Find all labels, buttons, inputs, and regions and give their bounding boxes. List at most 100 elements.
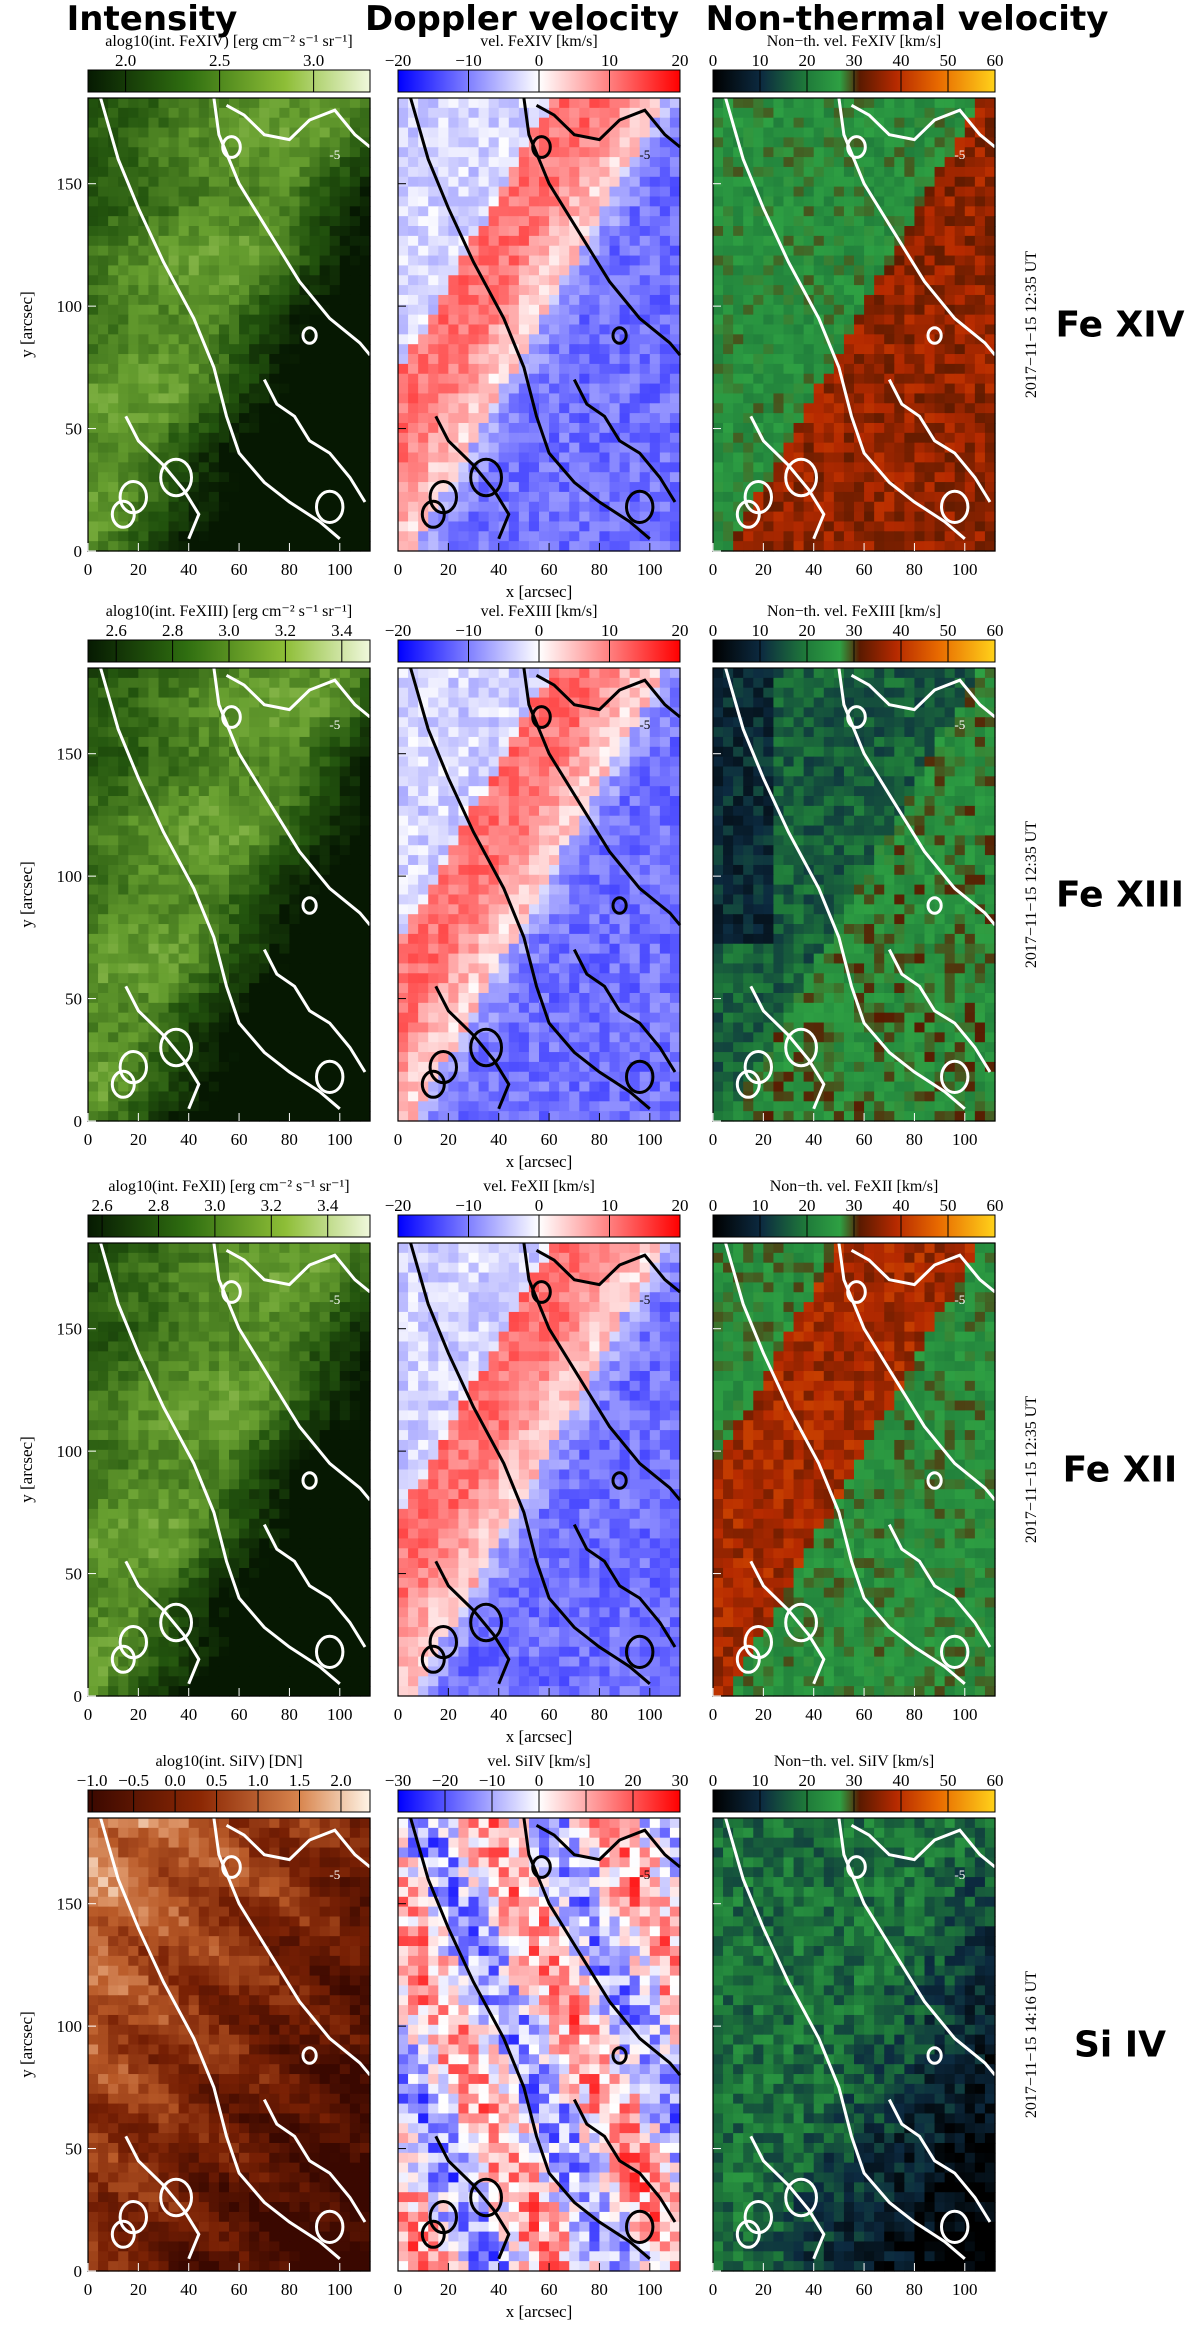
heatmap-cell: [208, 697, 220, 708]
heatmap-cell: [408, 147, 419, 158]
heatmap-cell: [269, 354, 280, 365]
heatmap-cell: [478, 413, 490, 424]
heatmap-cell: [458, 196, 470, 207]
heatmap-cell: [619, 285, 631, 296]
heatmap-cell: [894, 501, 905, 513]
heatmap-cell: [148, 501, 160, 513]
heatmap-cell: [833, 255, 845, 267]
heatmap-cell: [178, 206, 190, 217]
heatmap-cell: [178, 874, 190, 886]
heatmap-cell: [88, 452, 99, 463]
heatmap-cell: [349, 373, 361, 385]
heatmap-cell: [188, 147, 200, 158]
heatmap-cell: [239, 275, 250, 286]
heatmap-cell: [309, 825, 321, 837]
heatmap-cell: [579, 304, 590, 316]
heatmap-cell: [239, 736, 250, 748]
heatmap-cell: [559, 531, 570, 542]
heatmap-cell: [974, 511, 986, 523]
heatmap-cell: [763, 373, 775, 385]
heatmap-cell: [448, 472, 460, 483]
heatmap-cell: [518, 472, 530, 483]
heatmap-cell: [488, 265, 500, 276]
heatmap-cell: [619, 432, 631, 444]
heatmap-cell: [669, 363, 681, 375]
heatmap-cell: [549, 147, 560, 158]
heatmap-cell: [458, 422, 470, 434]
heatmap-cell: [803, 157, 815, 168]
heatmap-cell: [359, 226, 371, 237]
heatmap-cell: [218, 687, 230, 699]
heatmap-cell: [894, 294, 905, 306]
contour-loop: [611, 326, 628, 345]
heatmap-cell: [763, 383, 775, 395]
heatmap-cell: [329, 894, 341, 905]
heatmap-cell: [783, 176, 795, 188]
heatmap-cell: [579, 107, 590, 119]
heatmap-cell: [289, 344, 301, 355]
heatmap-cell: [158, 904, 170, 915]
heatmap-cell: [319, 304, 331, 316]
heatmap-cell: [208, 432, 220, 444]
heatmap-cell: [168, 314, 180, 326]
heatmap-cell: [299, 107, 311, 119]
heatmap-cell: [864, 196, 875, 207]
heatmap-cell: [773, 472, 785, 483]
heatmap-cell: [249, 845, 260, 856]
heatmap-cell: [984, 166, 996, 178]
heatmap-cell: [579, 442, 590, 454]
heatmap-cell: [208, 117, 220, 129]
heatmap-cell: [148, 147, 160, 158]
heatmap-cell: [428, 137, 439, 148]
heatmap-cell: [239, 835, 250, 846]
heatmap-cell: [329, 117, 341, 129]
heatmap-cell: [329, 255, 341, 267]
heatmap-cell: [944, 393, 956, 404]
heatmap-cell: [528, 383, 540, 395]
heatmap-cell: [733, 107, 744, 119]
heatmap-cell: [539, 176, 550, 188]
heatmap-cell: [178, 383, 190, 395]
heatmap-cell: [743, 186, 754, 198]
heatmap-cell: [88, 521, 99, 532]
heatmap-cell: [208, 373, 220, 385]
heatmap-cell: [168, 786, 180, 797]
heatmap-cell: [954, 413, 966, 424]
heatmap-cell: [218, 245, 230, 257]
heatmap-cell: [629, 511, 641, 523]
heatmap-cell: [319, 894, 331, 905]
heatmap-cell: [833, 344, 845, 355]
heatmap-cell: [229, 707, 240, 718]
heatmap-cell: [299, 403, 311, 414]
heatmap-cell: [168, 904, 180, 915]
heatmap-cell: [108, 442, 119, 454]
heatmap-cell: [259, 245, 270, 257]
heatmap-cell: [713, 373, 724, 385]
heatmap-cell: [299, 746, 311, 758]
heatmap-cell: [259, 186, 270, 198]
heatmap-cell: [299, 835, 311, 846]
heatmap-cell: [329, 265, 341, 276]
heatmap-cell: [259, 166, 270, 178]
heatmap-cell: [894, 413, 905, 424]
heatmap-cell: [339, 1002, 351, 1014]
heatmap-cell: [518, 531, 530, 542]
heatmap-cell: [813, 403, 825, 414]
heatmap-cell: [488, 176, 500, 188]
heatmap-cell: [753, 147, 764, 158]
heatmap-cell: [753, 482, 764, 493]
heatmap-cell: [884, 166, 895, 178]
heatmap-cell: [158, 206, 170, 217]
heatmap-cell: [88, 216, 99, 227]
heatmap-cell: [398, 531, 409, 542]
heatmap-cell: [359, 668, 371, 679]
heatmap-cell: [208, 963, 220, 974]
heatmap-cell: [158, 835, 170, 846]
heatmap-cell: [639, 344, 651, 355]
heatmap-cell: [218, 746, 230, 758]
heatmap-cell: [339, 933, 351, 945]
heatmap-cell: [138, 432, 150, 444]
heatmap-cell: [148, 973, 160, 984]
plot-frame: [712, 97, 996, 552]
heatmap-cell: [629, 304, 641, 316]
